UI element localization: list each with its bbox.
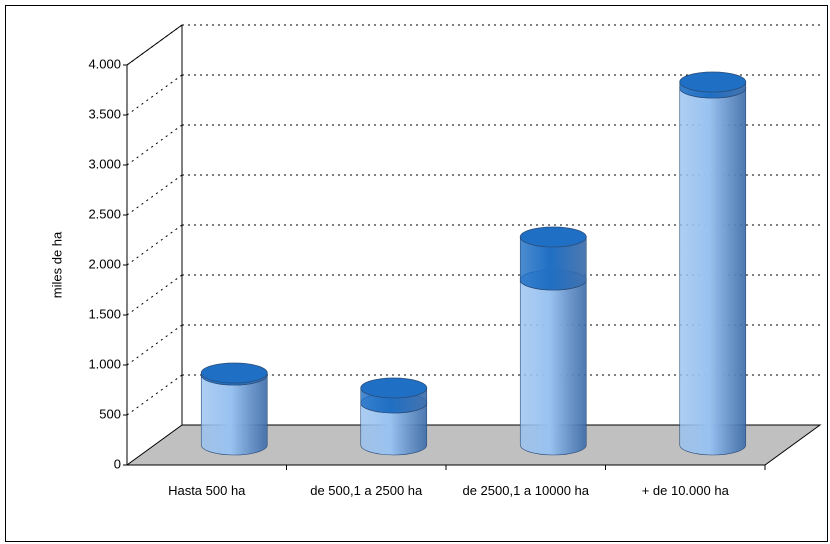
x-tick-label: + de 10.000 ha [641,483,729,498]
y-tick-label: 1.500 [88,306,121,321]
cylinder-body [519,279,587,456]
grid-diagonal [126,74,183,116]
grid-diagonal [126,174,183,216]
y-tick-label: 0 [114,456,121,471]
grid-diagonal [126,324,183,366]
cylinder-top [679,71,747,93]
cylinder-body [519,236,587,291]
cylinder-segment [679,77,747,456]
y-tick-label: 2.000 [88,256,121,271]
grid-diagonal [126,224,183,266]
grid-diagonal [126,124,183,166]
cylinder-body [360,402,428,456]
grid-diagonal [126,374,183,416]
grid-diagonal [126,274,183,316]
x-tick-label: de 2500,1 a 10000 ha [462,483,589,498]
cylinder-segment [519,226,587,291]
cylinder-segment [519,269,587,456]
cylinder-segment [200,362,268,386]
y-tick-label: 4.000 [88,56,121,71]
y-tick-label: 3.000 [88,156,121,171]
y-tick-label: 2.500 [88,206,121,221]
y-tick-label: 3.500 [88,106,121,121]
cylinder-segment [679,71,747,99]
wall-top-edge [126,24,183,66]
x-tick-label: Hasta 500 ha [168,483,246,498]
chart-border [5,5,828,542]
cylinder-segment [360,377,428,414]
cylinder-top [200,362,268,384]
cylinder-body [679,87,747,456]
y-tick-label: 1.000 [88,356,121,371]
cylinder-top [360,377,428,399]
cylinder-top [519,226,587,248]
y-tick-label: 500 [99,406,121,421]
x-tick-label: de 500,1 a 2500 ha [310,483,423,498]
floor [125,424,822,466]
y-axis-label: miles de ha [49,231,64,298]
cylinder-body [200,374,268,456]
